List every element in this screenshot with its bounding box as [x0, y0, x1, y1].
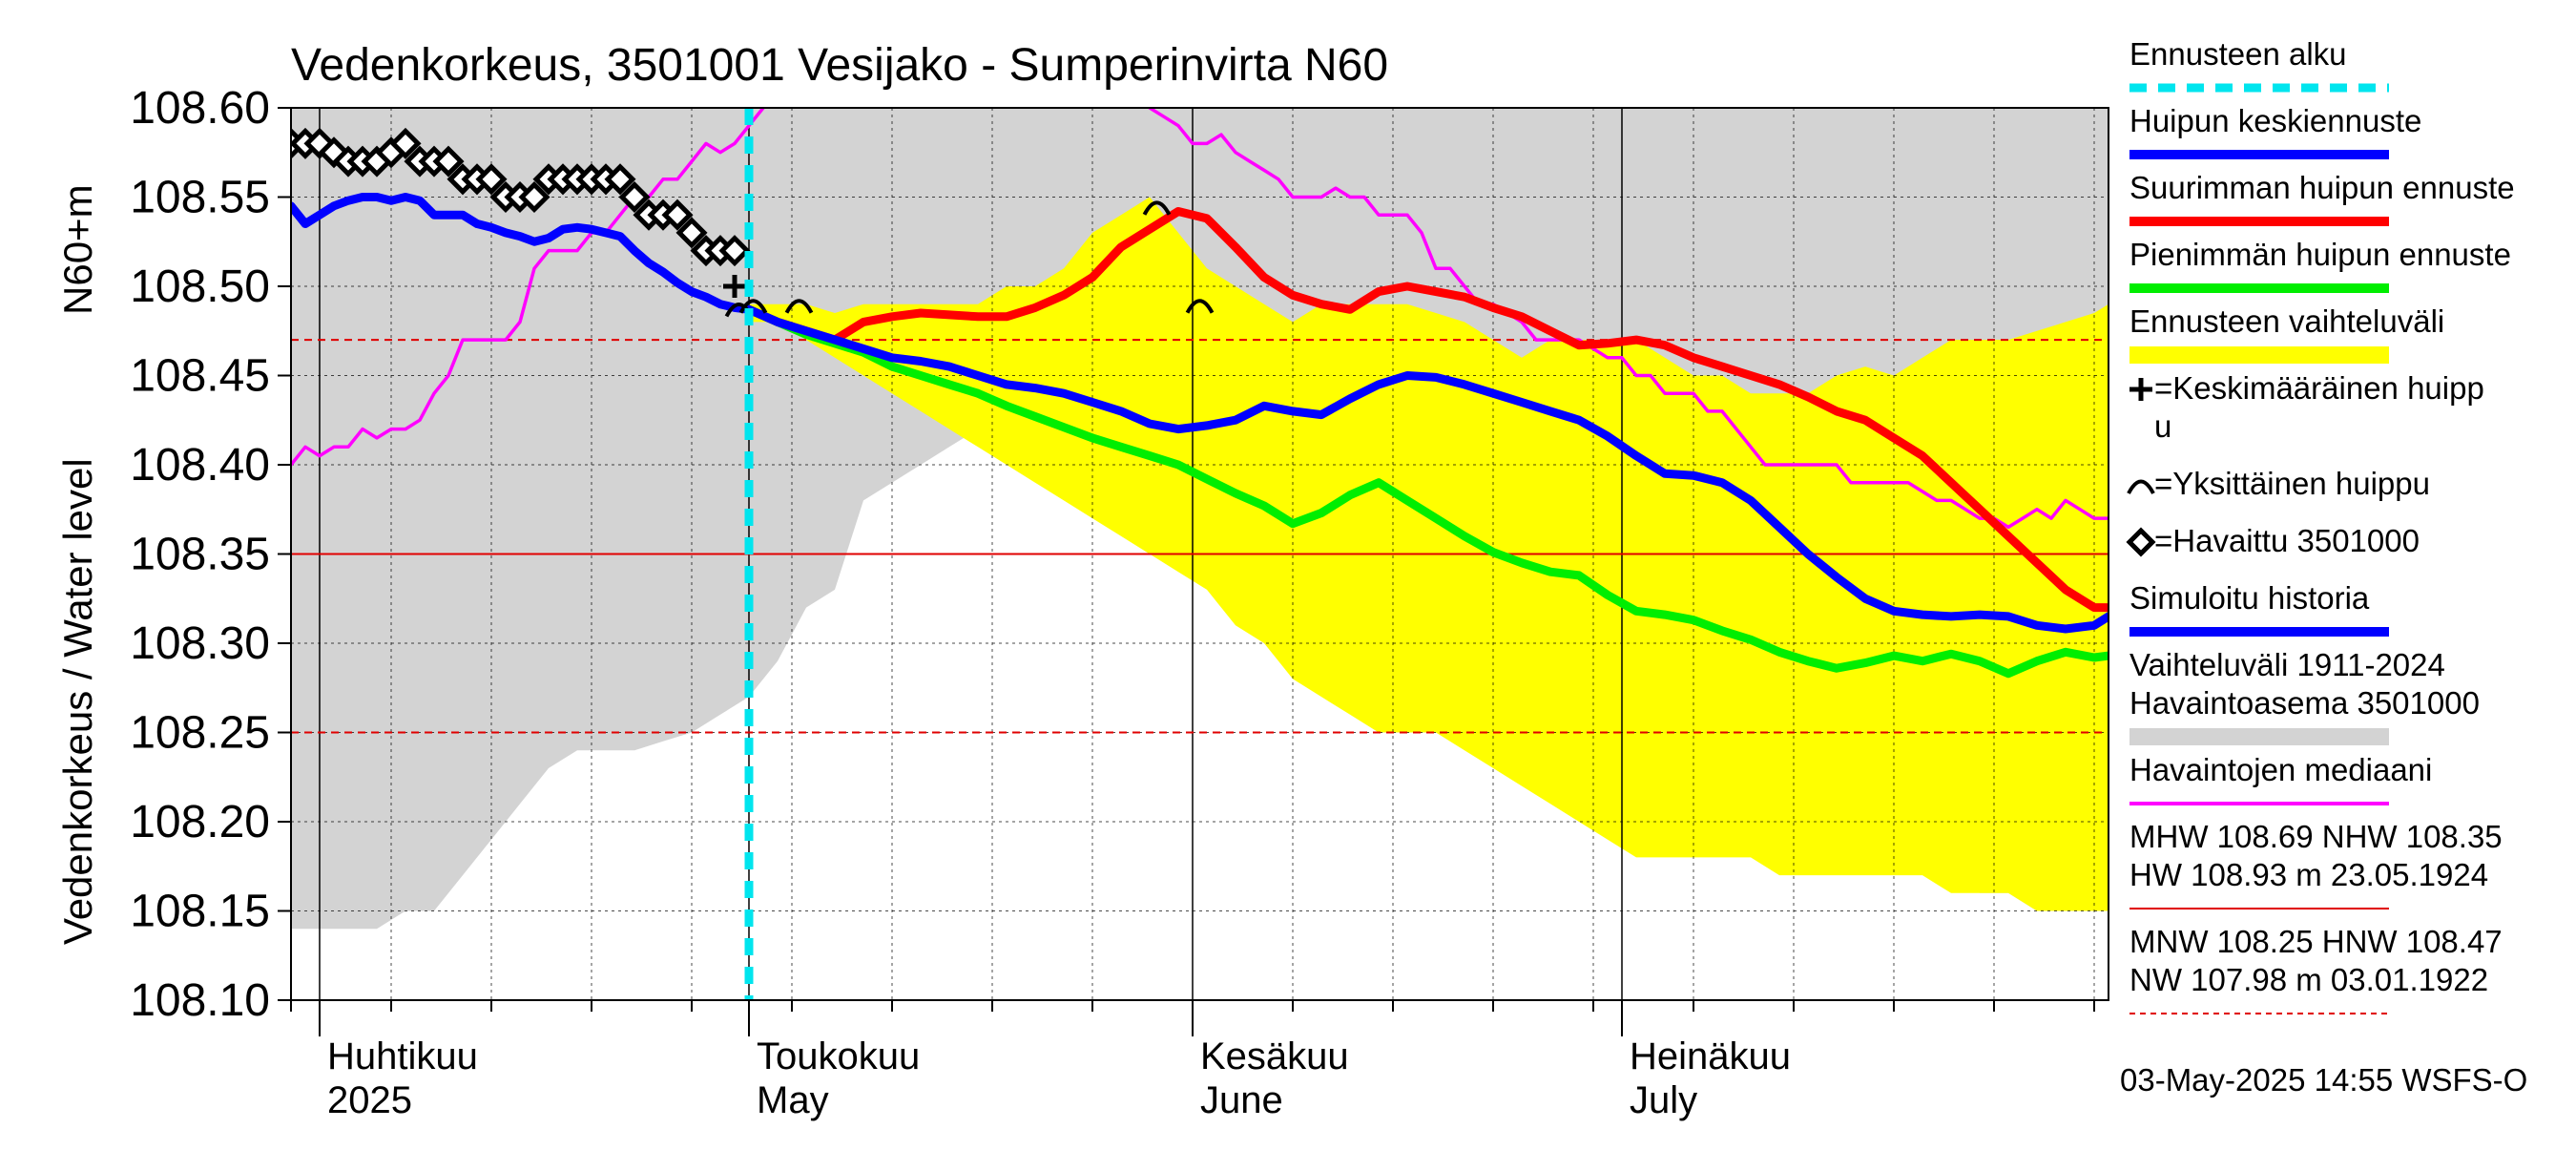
plot-area: [291, 108, 2109, 1000]
legend-label: =Keskimääräinen huipp: [2154, 370, 2484, 406]
single-peak-marker: [738, 299, 768, 314]
y-tick-label: 108.45: [130, 351, 270, 402]
x-month-label-en: May: [757, 1079, 829, 1121]
legend-label: Suurimman huipun ennuste: [2129, 170, 2515, 205]
y-tick-label: 108.40: [130, 440, 270, 491]
legend: Ennusteen alku Huipun keskiennuste Suurimm…: [2126, 36, 2515, 1014]
mean-peak-marker: [723, 275, 746, 298]
legend-item-mean-peak-forecast: Huipun keskiennuste: [2129, 103, 2421, 159]
series-line-simuloitu-historia: [291, 193, 754, 314]
y-tick-label: 108.20: [130, 797, 270, 847]
y-axis-label-group: Vedenkorkeus / Water level N60+m: [55, 184, 100, 945]
observed-point: [475, 163, 508, 196]
marker-layer: [291, 127, 1215, 318]
y-tick-label: 108.55: [130, 173, 270, 223]
observed-point: [618, 180, 651, 214]
legend-swatch-band: [2129, 346, 2389, 364]
legend-label: MHW 108.69 NHW 108.35: [2129, 819, 2503, 854]
observed-point: [389, 127, 422, 159]
y-tick-label: 108.15: [130, 887, 270, 937]
x-month-label-fi: Heinäkuu: [1630, 1035, 1791, 1077]
legend-label: Havaintojen mediaani: [2129, 752, 2432, 787]
series-line-pienimm-n-huipun-ennuste: [744, 304, 2109, 679]
observed-point: [432, 145, 465, 178]
legend-item-observed: =Havaittu 3501000: [2126, 523, 2420, 558]
legend-item-forecast-range: Ennusteen vaihteluväli: [2129, 303, 2444, 364]
footer-timestamp: 03-May-2025 14:55 WSFS-O: [2120, 1062, 2527, 1098]
y-axis-label-unit: N60+m: [55, 184, 100, 315]
legend-label: Pienimmän huipun ennuste: [2129, 237, 2511, 272]
legend-label: Havaintoasema 3501000: [2129, 685, 2480, 721]
y-tick-label: 108.10: [130, 975, 270, 1026]
legend-arc: [2127, 479, 2155, 494]
legend-item-forecast-start: Ennusteen alku: [2129, 36, 2389, 93]
legend-diamond: [2126, 527, 2156, 557]
legend-item-hist-range: Vaihteluväli 1911-2024 Havaintoasema 350…: [2129, 647, 2480, 745]
legend-label: u: [2154, 408, 2171, 444]
y-tick-label: 108.30: [130, 618, 270, 669]
legend-label: Vaihteluväli 1911-2024: [2129, 647, 2445, 682]
observed-point: [604, 163, 636, 196]
legend-item-simulated-history: Simuloitu historia: [2129, 580, 2389, 637]
series-line-havaintojen-mediaani: [291, 108, 2109, 530]
single-peak-marker: [1142, 200, 1172, 216]
series-line-huipun-keskiennuste: [744, 304, 2109, 634]
legend-swatch-band: [2129, 728, 2389, 745]
legend-item-single-peak: =Yksittäinen huippu: [2127, 466, 2430, 501]
y-tick-label: 108.50: [130, 261, 270, 312]
legend-label: MNW 108.25 HNW 108.47: [2129, 924, 2503, 959]
y-axis: 108.60 108.55 108.50 108.45 108.40 108.35 108.…: [130, 83, 291, 1026]
observed-point: [718, 235, 751, 267]
y-tick-label: 108.35: [130, 530, 270, 580]
observed-point: [661, 199, 694, 231]
x-month-label-en: 2025: [327, 1079, 412, 1121]
y-tick-label: 108.60: [130, 83, 270, 134]
legend-item-min-peak-forecast: Pienimmän huipun ennuste: [2129, 237, 2511, 293]
legend-label: Ennusteen vaihteluväli: [2129, 303, 2444, 339]
single-peak-marker: [1185, 299, 1215, 314]
grid-layer: [291, 108, 2109, 1000]
single-peak-marker: [784, 299, 814, 314]
observed-point: [675, 217, 708, 249]
y-axis-label-main: Vedenkorkeus / Water level: [55, 458, 100, 945]
x-month-label-fi: Huhtikuu: [327, 1035, 478, 1077]
legend-label: NW 107.98 m 03.01.1922: [2129, 962, 2488, 997]
legend-label: Ennusteen alku: [2129, 36, 2347, 72]
legend-label: =Yksittäinen huippu: [2154, 466, 2430, 501]
x-month-label-fi: Kesäkuu: [1200, 1035, 1349, 1077]
legend-label: HW 108.93 m 23.05.1924: [2129, 857, 2488, 892]
legend-item-mean-peak: =Keskimääräinen huippu: [2129, 370, 2484, 444]
legend-label: Huipun keskiennuste: [2129, 103, 2421, 138]
chart-title: Vedenkorkeus, 3501001 Vesijako - Sumperi…: [291, 40, 1388, 91]
legend-item-max-peak-forecast: Suurimman huipun ennuste: [2129, 170, 2515, 226]
legend-item-obs-median: Havaintojen mediaani: [2129, 752, 2432, 805]
legend-label: =Havaittu 3501000: [2154, 523, 2420, 558]
x-month-label-en: July: [1630, 1079, 1697, 1121]
observed-point: [518, 180, 551, 214]
x-month-label-en: June: [1200, 1079, 1283, 1121]
series-line-layer: [291, 108, 2109, 679]
x-month-label-fi: Toukokuu: [757, 1035, 920, 1077]
series-line-suurimman-huipun-ennuste: [744, 207, 2109, 613]
legend-label: Simuloitu historia: [2129, 580, 2370, 616]
y-tick-label: 108.25: [130, 708, 270, 759]
